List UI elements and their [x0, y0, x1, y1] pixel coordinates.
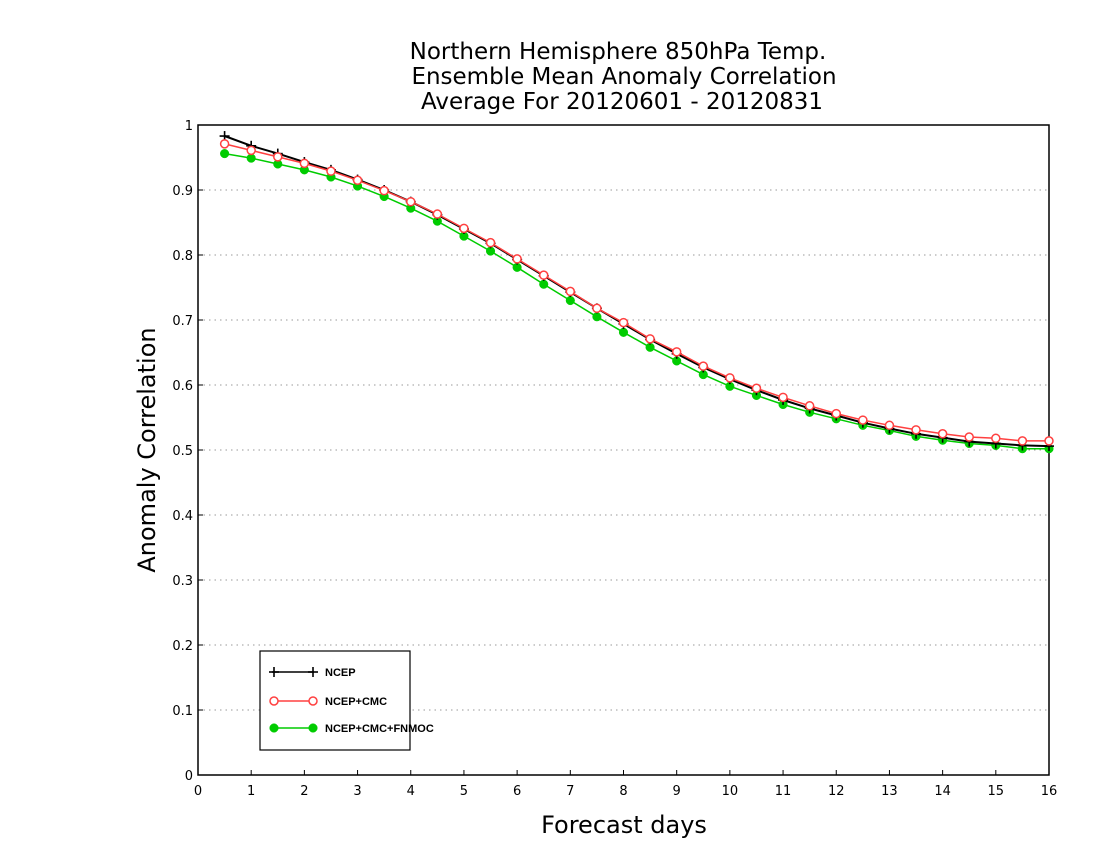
data-point [246, 145, 256, 156]
data-point [565, 295, 575, 306]
data-point [618, 327, 629, 337]
y-tick-label: 0 [185, 769, 193, 784]
x-tick-label: 15 [988, 784, 1005, 799]
data-point [1017, 436, 1028, 446]
y-axis-ticks: 0 0.1 0.2 0.3 0.4 0.5 0.6 0.7 0.8 0.9 1 [172, 119, 203, 784]
data-point [698, 361, 709, 371]
data-point [406, 196, 416, 207]
data-point [539, 279, 549, 289]
data-point [485, 237, 496, 248]
data-point [326, 166, 336, 176]
y-tick-label: 1 [185, 119, 193, 134]
legend-marker [308, 696, 318, 706]
y-tick-label: 0.9 [172, 184, 193, 199]
x-tick-label: 14 [934, 784, 951, 799]
y-tick-label: 0.1 [172, 704, 193, 719]
x-tick-label: 9 [673, 784, 681, 799]
data-point [246, 153, 256, 163]
data-point [379, 185, 389, 196]
data-point [911, 425, 921, 435]
x-tick-label: 5 [460, 784, 468, 799]
chart-title: Northern Hemisphere 850hPa Temp. Ensembl… [410, 39, 837, 115]
data-point [751, 383, 762, 393]
data-point [937, 429, 948, 439]
x-tick-label: 4 [407, 784, 415, 799]
legend-entry-label: NCEP [325, 667, 356, 679]
title-line-1: Northern Hemisphere 850hPa Temp. [410, 39, 827, 65]
data-point [219, 139, 230, 149]
y-tick-label: 0.7 [172, 314, 193, 329]
data-point [964, 432, 974, 442]
y-axis-label: Anomaly Correlation [133, 327, 161, 572]
x-tick-label: 10 [722, 784, 739, 799]
x-tick-label: 7 [566, 784, 574, 799]
data-point [618, 317, 629, 328]
y-tick-label: 0.8 [172, 249, 193, 264]
x-axis-label: Forecast days [541, 811, 707, 839]
data-point [884, 420, 895, 431]
data-point [459, 223, 469, 234]
x-tick-label: 1 [247, 784, 255, 799]
data-point [592, 312, 602, 322]
data-point [804, 401, 815, 411]
legend-marker [269, 696, 279, 706]
y-tick-label: 0.3 [172, 574, 193, 589]
data-point [592, 303, 602, 314]
y-tick-label: 0.5 [172, 444, 193, 459]
x-tick-label: 12 [828, 784, 845, 799]
series-line [224, 152, 1049, 450]
series-2 [220, 149, 1054, 454]
legend: NCEP NCEP+CMC NCEP+CMC+FNMOC [259, 650, 434, 751]
data-point [778, 392, 788, 403]
legend-marker [269, 723, 279, 733]
y-tick-label: 0.2 [172, 639, 193, 654]
data-point [432, 209, 443, 219]
data-point [352, 175, 363, 185]
data-point [858, 415, 868, 425]
x-tick-label: 11 [775, 784, 792, 799]
data-point [671, 347, 682, 357]
legend-entry-label: NCEP+CMC [325, 696, 387, 708]
data-point [565, 286, 576, 297]
x-tick-label: 13 [881, 784, 898, 799]
data-point [991, 433, 1001, 444]
gridlines [198, 189, 1049, 711]
data-point [512, 254, 522, 264]
legend-marker [308, 723, 318, 733]
legend-marker [269, 667, 279, 677]
x-tick-label: 6 [513, 784, 521, 799]
x-axis-ticks: 0 1 2 3 4 5 6 7 8 9 10 11 12 13 14 15 16 [194, 770, 1057, 799]
data-point [725, 373, 735, 383]
series-layer [219, 131, 1054, 454]
data-point [273, 152, 283, 162]
data-point [538, 270, 549, 280]
x-tick-label: 8 [619, 784, 627, 799]
data-point [299, 158, 310, 169]
y-tick-label: 0.6 [172, 379, 193, 394]
data-point [1044, 436, 1054, 446]
data-point [220, 149, 230, 159]
y-tick-label: 0.4 [172, 509, 193, 524]
series-line [224, 143, 1049, 442]
legend-entry-label: NCEP+CMC+FNMOC [325, 723, 434, 735]
x-tick-label: 3 [353, 784, 361, 799]
title-line-3: Average For 20120601 - 20120831 [421, 89, 823, 115]
data-point [831, 408, 841, 419]
title-line-2: Ensemble Mean Anomaly Correlation [411, 64, 836, 90]
data-point [645, 334, 655, 344]
series-0 [219, 131, 1054, 452]
legend-marker [308, 667, 318, 677]
x-tick-label: 16 [1041, 784, 1058, 799]
x-tick-label: 0 [194, 784, 202, 799]
series-1 [219, 139, 1054, 446]
x-tick-label: 2 [300, 784, 308, 799]
